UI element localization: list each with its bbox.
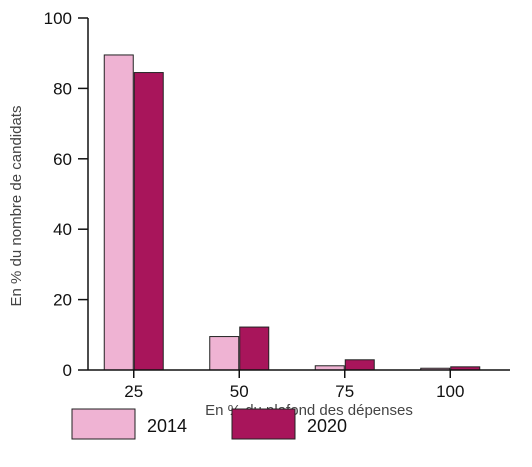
bar-2014-25 — [103, 54, 134, 371]
bar-2020-75 — [344, 359, 375, 371]
y-tick-label: 0 — [63, 361, 72, 380]
legend-label-2014: 2014 — [147, 416, 187, 436]
y-axis-title: En % du nombre de candidats — [8, 106, 25, 307]
bar-2014-50 — [209, 336, 240, 371]
legend-label-2020: 2020 — [307, 416, 347, 436]
legend: 2014 2020 — [71, 408, 347, 440]
x-tick-label: 50 — [230, 382, 249, 401]
legend-swatch-2014 — [71, 408, 136, 440]
y-axis-ticks: 0 20 40 60 80 100 — [44, 9, 88, 380]
bar-2020-50 — [239, 326, 270, 371]
y-tick-label: 60 — [53, 150, 72, 169]
x-tick-label: 100 — [436, 382, 464, 401]
legend-swatch-2020 — [231, 408, 296, 440]
bars — [103, 54, 481, 371]
y-tick-label: 100 — [44, 9, 72, 28]
y-tick-label: 40 — [53, 220, 72, 239]
bar-2020-25 — [133, 72, 164, 371]
x-tick-label: 75 — [335, 382, 354, 401]
x-tick-label: 25 — [124, 382, 143, 401]
y-tick-label: 80 — [53, 79, 72, 98]
x-axis-ticks: 25 50 75 100 — [124, 370, 464, 401]
y-tick-label: 20 — [53, 291, 72, 310]
